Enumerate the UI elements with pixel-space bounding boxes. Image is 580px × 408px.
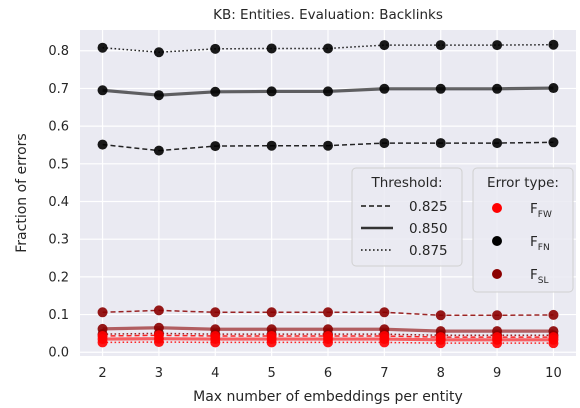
- y-tick-label: 0.2: [48, 270, 69, 285]
- legend-threshold-label: 0.850: [409, 221, 448, 237]
- data-point-fn: [323, 43, 333, 54]
- data-point-fn: [266, 140, 277, 151]
- data-point-fn: [548, 83, 559, 94]
- data-point-fw: [379, 337, 390, 348]
- x-tick-label: 5: [267, 366, 275, 381]
- data-point-sl: [435, 310, 446, 321]
- y-axis-label: Fraction of errors: [14, 133, 30, 252]
- y-tick-label: 0.8: [48, 44, 69, 59]
- x-tick-label: 2: [98, 366, 106, 381]
- data-point-fn: [435, 83, 446, 94]
- data-point-fn: [492, 83, 503, 94]
- data-point-sl: [266, 307, 277, 318]
- data-point-fn: [492, 138, 503, 149]
- y-tick-label: 0.6: [48, 120, 69, 135]
- legend-error-title: Error type:: [487, 175, 559, 191]
- data-point-fn: [548, 137, 559, 148]
- data-point-fw: [435, 338, 446, 349]
- data-point-fn: [210, 43, 221, 54]
- legend-marker-fw: [492, 203, 502, 213]
- y-tick-label: 0.5: [48, 157, 69, 172]
- data-point-fw: [323, 337, 333, 348]
- data-point-fn: [435, 40, 446, 51]
- data-point-fn: [97, 139, 108, 150]
- data-point-fn: [323, 86, 333, 97]
- data-point-fn: [266, 86, 277, 97]
- data-point-fn: [379, 40, 390, 51]
- data-point-fn: [97, 42, 108, 53]
- data-point-sl: [548, 309, 559, 320]
- data-point-fw: [97, 337, 108, 348]
- data-point-fn: [210, 86, 221, 97]
- x-tick-label: 7: [380, 366, 388, 381]
- data-point-fn: [210, 141, 221, 152]
- data-point-sl: [492, 310, 503, 321]
- data-point-sl: [323, 307, 333, 318]
- x-tick-label: 6: [324, 366, 332, 381]
- y-tick-label: 0.4: [48, 195, 69, 210]
- data-point-fn: [492, 40, 503, 51]
- y-axis-ticks: 0.0 0.1 0.2 0.3 0.4 0.5 0.6 0.7 0.8: [48, 44, 69, 361]
- y-tick-label: 0.7: [48, 82, 69, 97]
- data-point-fn: [323, 140, 333, 151]
- legend-threshold: Threshold: 0.825 0.850 0.875: [351, 167, 463, 267]
- data-point-fn: [548, 39, 559, 50]
- data-point-fn: [153, 47, 164, 58]
- series-line-fn-0.875: [102, 43, 554, 53]
- legend-marker-sl: [492, 269, 502, 279]
- x-axis-ticks: 2 3 4 5 6 7 8 9 10: [98, 366, 561, 381]
- chart-title: KB: Entities. Evaluation: Backlinks: [213, 7, 443, 23]
- data-point-sl: [153, 305, 164, 316]
- data-point-sl: [97, 307, 108, 318]
- legend-threshold-label: 0.875: [409, 243, 448, 259]
- x-axis-label: Max number of embeddings per entity: [193, 389, 463, 405]
- y-tick-label: 0.0: [48, 346, 69, 361]
- data-point-fn: [153, 145, 164, 156]
- data-point-fw: [266, 337, 277, 348]
- legend-marker-fn: [492, 236, 502, 246]
- data-point-fw: [492, 338, 503, 349]
- data-point-fn: [97, 85, 108, 96]
- y-tick-label: 0.3: [48, 233, 69, 248]
- data-point-fw: [210, 337, 221, 348]
- x-tick-label: 9: [493, 366, 501, 381]
- data-point-fn: [379, 138, 390, 149]
- legend-threshold-title: Threshold:: [370, 175, 442, 191]
- data-point-fn: [153, 90, 164, 101]
- x-tick-label: 4: [211, 366, 219, 381]
- data-point-fn: [435, 138, 446, 149]
- legend-threshold-label: 0.825: [409, 199, 448, 215]
- legend-threshold-box: [351, 167, 463, 267]
- data-point-sl: [379, 307, 390, 318]
- marker-layer: [97, 39, 559, 349]
- data-point-fn: [379, 83, 390, 94]
- data-point-fn: [266, 43, 277, 54]
- x-tick-label: 10: [545, 366, 562, 381]
- x-tick-label: 3: [155, 366, 163, 381]
- legend-error-box: [472, 167, 574, 293]
- y-tick-label: 0.1: [48, 308, 69, 323]
- x-tick-label: 8: [437, 366, 445, 381]
- data-point-sl: [210, 307, 221, 318]
- data-point-fw: [548, 338, 559, 349]
- data-point-fw: [153, 337, 164, 348]
